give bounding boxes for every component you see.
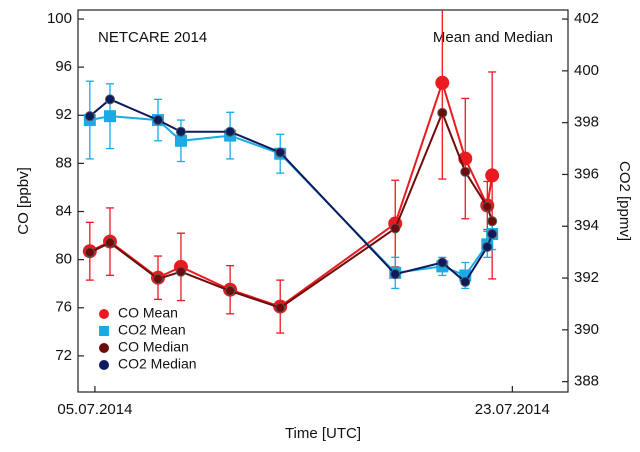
marker [175, 266, 186, 277]
marker [437, 257, 448, 268]
series-line [89, 98, 494, 284]
annotation: Mean and Median [433, 29, 553, 46]
y2-tick-label: 390 [574, 321, 599, 338]
y2-tick-label: 396 [574, 165, 599, 182]
legend-marker [99, 343, 109, 353]
marker [225, 126, 236, 137]
plot-area [82, 10, 500, 334]
plot-frame [77, 9, 569, 393]
y2-tick-label: 398 [574, 114, 599, 131]
marker [485, 168, 500, 183]
y2-tick-label: 392 [574, 269, 599, 286]
marker [437, 107, 448, 118]
marker [175, 126, 186, 137]
y-tick-label: 76 [55, 299, 72, 316]
x-tick-label: 23.07.2014 [475, 401, 550, 418]
marker [390, 223, 401, 234]
legend-label: CO Mean [118, 305, 178, 321]
marker [105, 237, 116, 248]
y-tick-label: 72 [55, 347, 72, 364]
marker [104, 110, 117, 123]
y-tick-label: 80 [55, 251, 72, 268]
legend-label: CO Median [118, 339, 189, 355]
x-tick-label: 05.07.2014 [57, 401, 132, 418]
legend-marker [99, 360, 109, 370]
y2-axis-label: CO2 [ppmv] [616, 161, 633, 241]
legend-label: CO2 Median [118, 356, 197, 372]
y-tick-label: 84 [55, 202, 72, 219]
x-axis-label: Time [UTC] [285, 425, 361, 442]
marker [174, 134, 187, 147]
marker [435, 75, 450, 90]
marker [390, 269, 401, 280]
marker [482, 241, 493, 252]
y-axis-label: CO [ppbv] [15, 167, 32, 235]
marker [487, 229, 498, 240]
marker [225, 285, 236, 296]
marker [460, 166, 471, 177]
y-tick-label: 96 [55, 58, 72, 75]
legend-marker [99, 309, 109, 319]
series-line [89, 110, 494, 309]
legend-marker [99, 326, 109, 336]
y2-tick-label: 388 [574, 373, 599, 390]
y2-tick-label: 400 [574, 62, 599, 79]
y2-tick-label: 402 [574, 10, 599, 27]
y-tick-label: 100 [47, 10, 72, 27]
marker [84, 111, 95, 122]
marker [482, 201, 493, 212]
y-tick-label: 88 [55, 154, 72, 171]
y-tick-label: 92 [55, 106, 72, 123]
marker [275, 147, 286, 158]
y2-tick-label: 394 [574, 217, 599, 234]
marker [153, 115, 164, 126]
marker [275, 302, 286, 313]
annotation: NETCARE 2014 [98, 29, 207, 46]
marker [487, 216, 498, 227]
marker [153, 273, 164, 284]
legend-label: CO2 Mean [118, 322, 186, 338]
marker [460, 276, 471, 287]
marker [84, 247, 95, 258]
marker [105, 94, 116, 105]
